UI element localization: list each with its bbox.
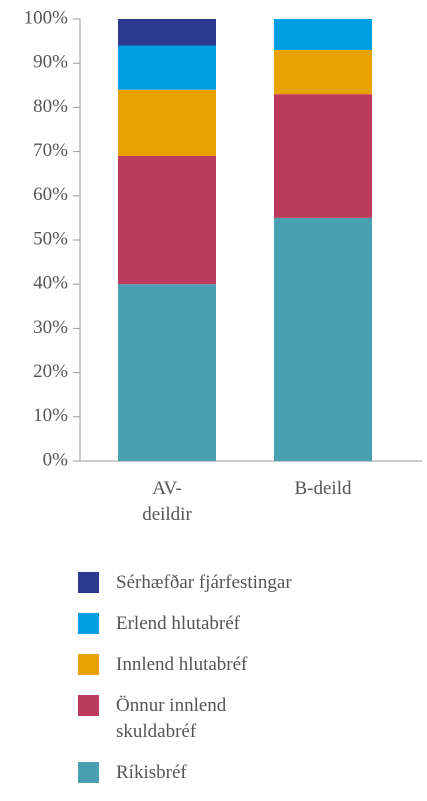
legend-item: Sérhæfðar fjárfestingar: [78, 570, 408, 596]
bar-segment: [118, 19, 216, 46]
bar-segment: [118, 89, 216, 157]
legend-swatch: [78, 613, 99, 634]
legend: Sérhæfðar fjárfestingar Erlend hlutabréf I…: [78, 570, 408, 801]
legend-swatch: [78, 654, 99, 675]
y-tick-label: 40%: [33, 273, 68, 294]
y-tick-label: 100%: [24, 7, 69, 28]
legend-label: Ríkisbréf: [116, 762, 187, 783]
x-tick-label: B-deild: [294, 478, 352, 499]
legend-item: Ríkisbréf: [78, 760, 408, 786]
y-tick-label: 10%: [33, 405, 68, 426]
legend-label: Erlend hlutabréf: [116, 613, 240, 634]
legend-item: Önnur innlend skuldabréf: [78, 693, 408, 745]
legend-item: Erlend hlutabréf: [78, 611, 408, 637]
legend-swatch: [78, 762, 99, 783]
legend-swatch: [78, 572, 99, 593]
bar-segment: [274, 217, 372, 461]
legend-label: Önnur innlend skuldabréf: [116, 695, 227, 742]
y-tick-label: 90%: [33, 52, 68, 73]
bar-segment: [274, 49, 372, 95]
bar-segment: [118, 284, 216, 461]
legend-swatch: [78, 695, 99, 716]
y-tick-label: 50%: [33, 228, 68, 249]
bar-segment: [118, 45, 216, 90]
y-tick-label: 20%: [33, 361, 68, 382]
y-tick-label: 60%: [33, 184, 68, 205]
y-tick-label: 30%: [33, 317, 68, 338]
y-tick-label: 70%: [33, 140, 68, 161]
legend-label: Sérhæfðar fjárfestingar: [116, 572, 292, 593]
y-tick-label: 0%: [43, 449, 69, 470]
y-tick-label: 80%: [33, 96, 68, 117]
bar-segment: [118, 156, 216, 285]
legend-label: Innlend hlutabréf: [116, 654, 248, 675]
x-tick-label: AV-deildir: [142, 478, 192, 525]
bar-segment: [274, 94, 372, 218]
legend-item: Innlend hlutabréf: [78, 652, 408, 678]
bar-segment: [274, 19, 372, 50]
